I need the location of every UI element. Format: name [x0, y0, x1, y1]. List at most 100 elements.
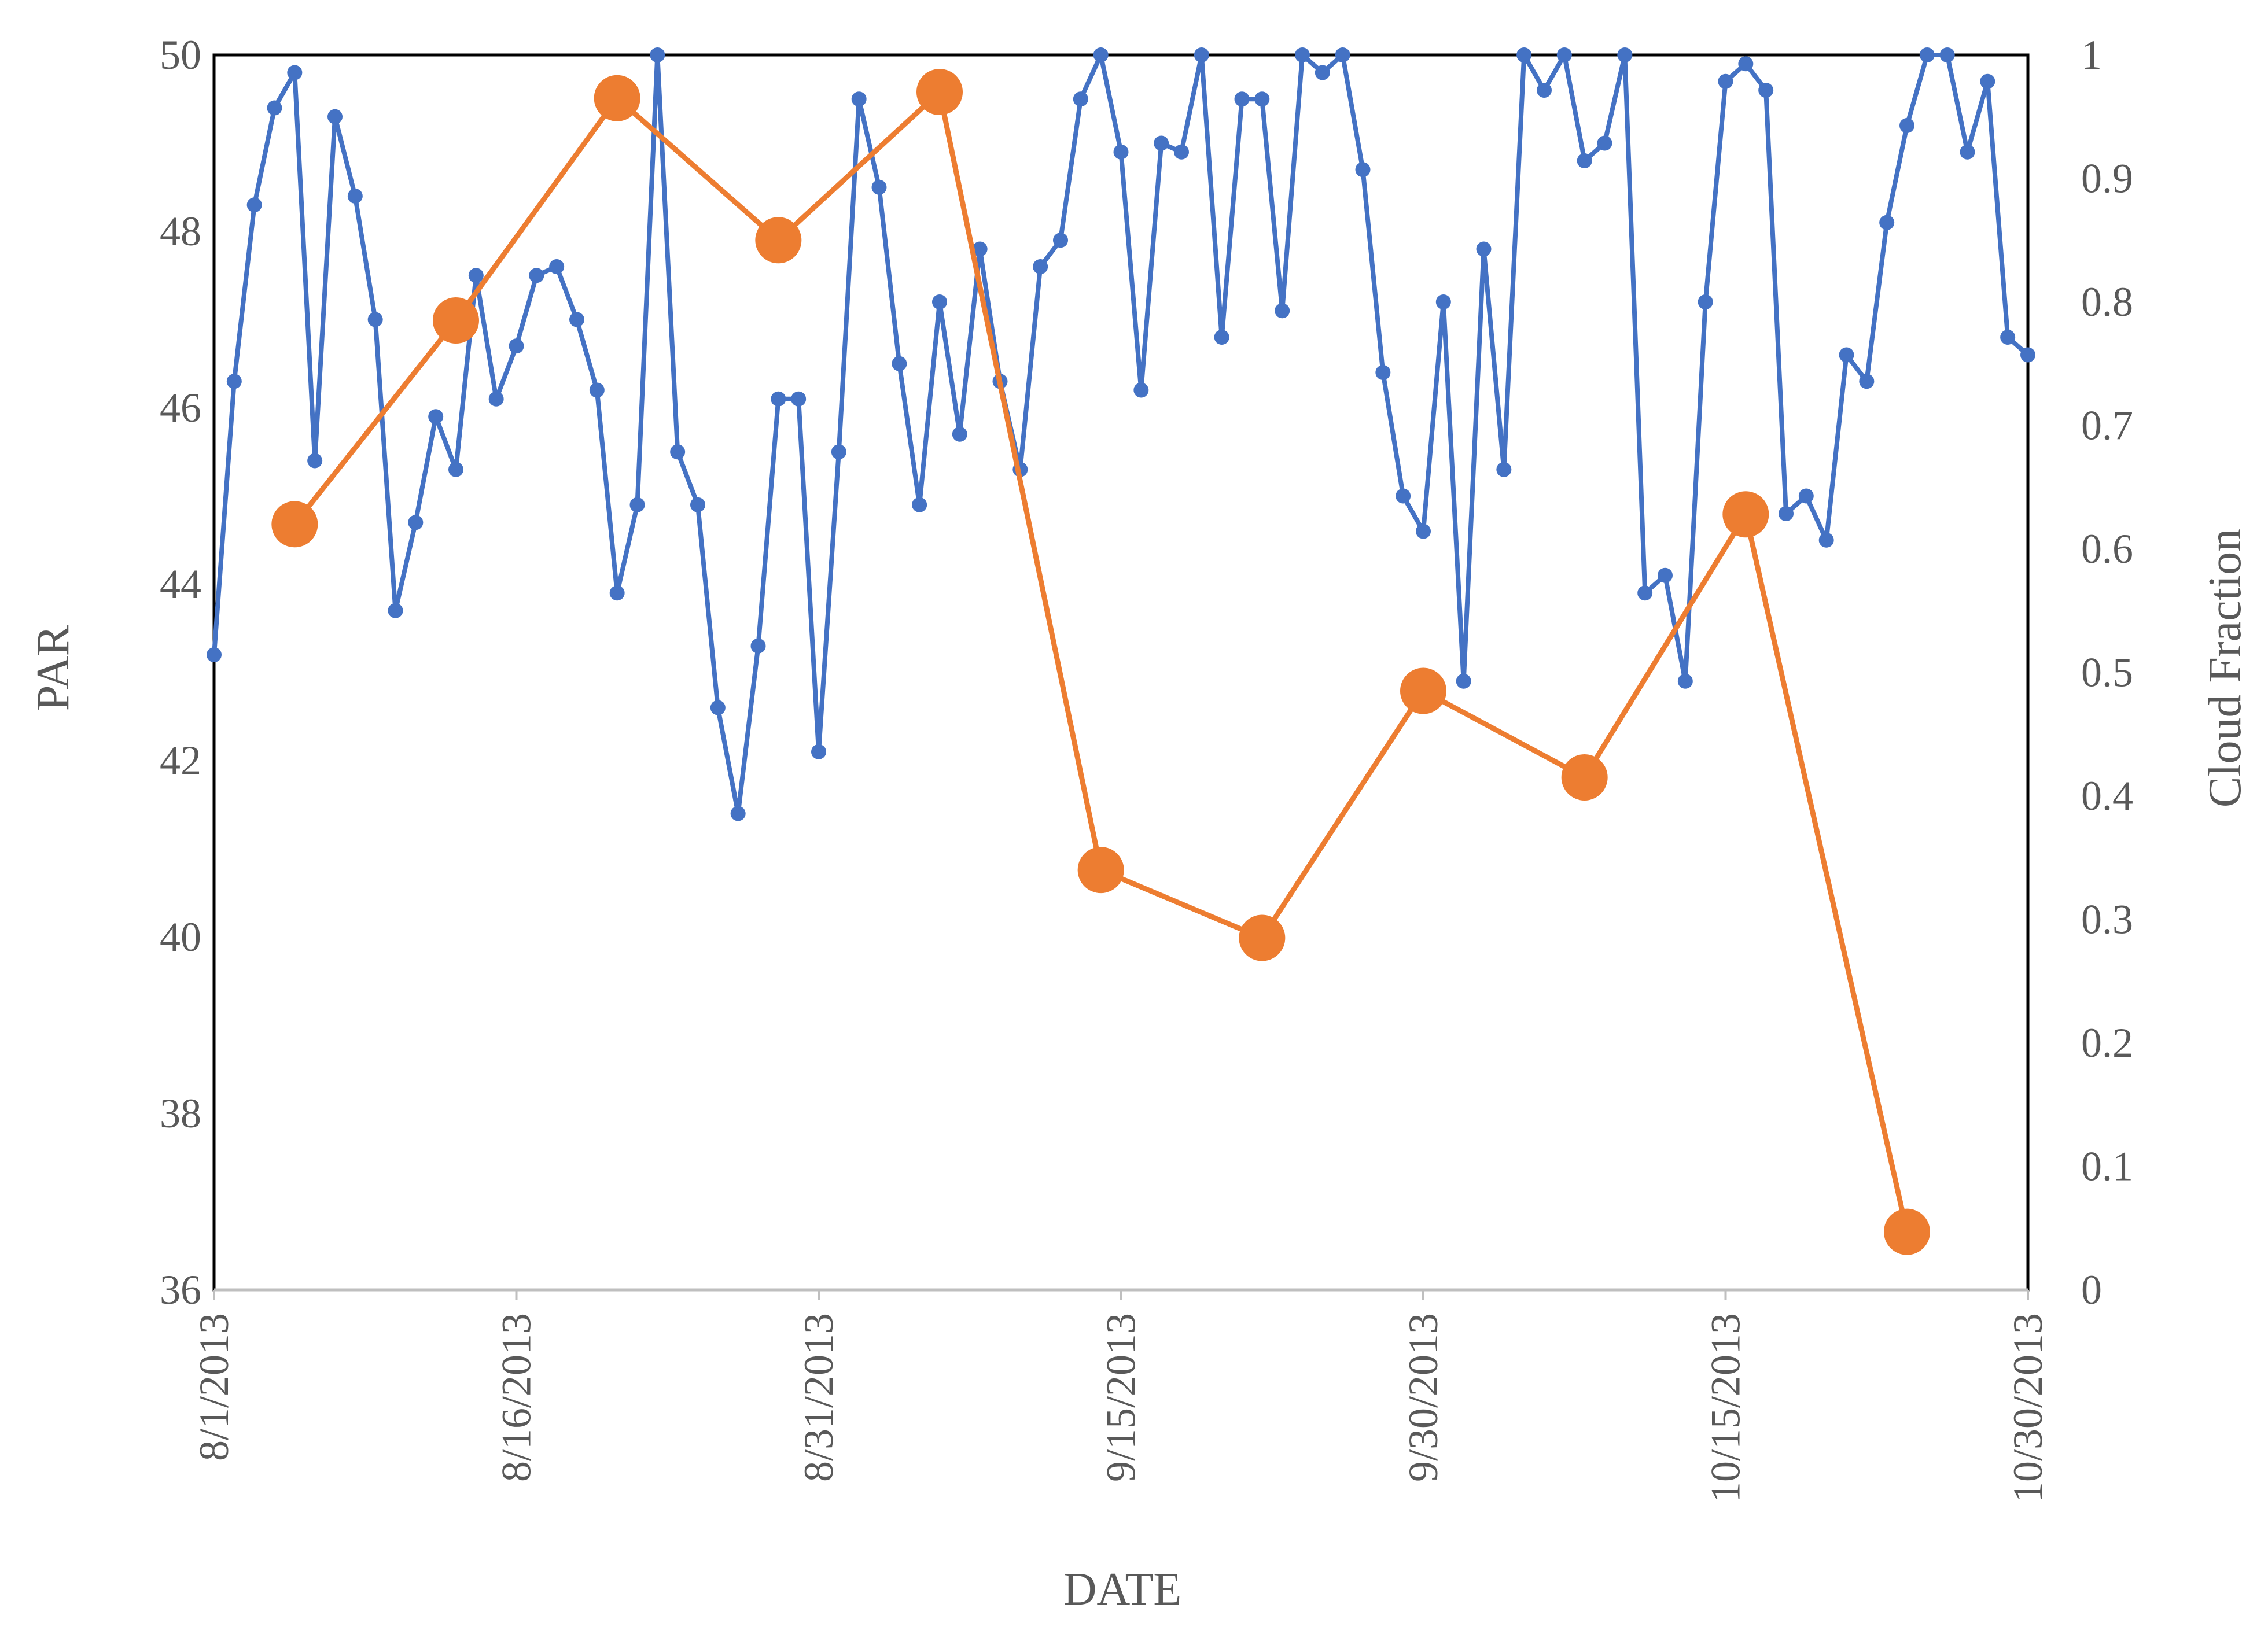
par-point	[488, 391, 504, 407]
par-point	[1355, 162, 1371, 178]
par-point	[367, 312, 383, 327]
par-point	[1154, 135, 1169, 151]
cloud-fraction-point	[1561, 754, 1608, 801]
par-point	[690, 497, 705, 512]
par-point	[670, 444, 686, 460]
par-point	[932, 294, 947, 309]
par-point	[509, 338, 524, 354]
cloud-fraction-line	[292, 89, 1910, 1233]
par-point	[1798, 488, 1814, 504]
right-tick-label: 0.3	[2081, 897, 2133, 943]
par-point	[307, 453, 323, 469]
par-point	[972, 241, 988, 257]
right-tick-label: 0.6	[2081, 526, 2133, 572]
par-point	[851, 91, 867, 107]
par-point	[1073, 91, 1088, 107]
right-tick-label: 0	[2081, 1267, 2102, 1313]
series-layer	[207, 47, 2035, 1255]
left-tick-label: 40	[160, 914, 201, 960]
left-tick-label: 50	[160, 32, 201, 78]
par-point	[1960, 144, 1975, 160]
right-tick-label: 0.7	[2081, 403, 2133, 449]
par-point	[1093, 47, 1109, 62]
par-point	[1718, 73, 1733, 89]
par-point	[1476, 241, 1492, 257]
par-point	[226, 374, 242, 389]
par-point	[710, 700, 726, 715]
x-tick-label: 10/15/2013	[1703, 1313, 1749, 1503]
par-point	[1879, 215, 1895, 230]
par-point	[468, 268, 484, 283]
left-tick-label: 42	[160, 737, 201, 784]
par-point	[1839, 347, 1854, 363]
par-point	[1597, 135, 1612, 151]
par-point	[912, 497, 927, 512]
par-point	[207, 647, 222, 662]
par-point	[1416, 523, 1431, 539]
par-point	[730, 806, 746, 821]
par-point	[1375, 365, 1391, 380]
par-point	[771, 391, 786, 407]
par-point	[1899, 118, 1914, 133]
par-point	[448, 462, 463, 477]
par-point	[569, 312, 584, 327]
par-point	[1214, 330, 1229, 345]
left-tick-label: 44	[160, 561, 201, 607]
par-point	[1738, 56, 1754, 72]
cloud-fraction-point	[433, 297, 479, 344]
right-tick-label: 0.5	[2081, 650, 2133, 696]
par-point	[1859, 374, 1875, 389]
par-point	[1174, 144, 1189, 160]
par-point	[529, 268, 544, 283]
par-point	[871, 179, 887, 195]
par-point	[1335, 47, 1350, 62]
par-point	[811, 744, 826, 759]
par-point	[1577, 153, 1592, 168]
right-tick-label: 0.9	[2081, 156, 2133, 202]
par-point	[1658, 567, 1673, 583]
cloud-fraction-point	[755, 217, 802, 264]
par-point	[388, 603, 403, 618]
right-tick-label: 1	[2081, 32, 2102, 78]
par-point	[1758, 83, 1774, 98]
left-tick-label: 38	[160, 1090, 201, 1137]
par-point	[428, 409, 444, 425]
par-point	[1496, 462, 1512, 477]
par-point	[267, 100, 282, 116]
plot-border	[212, 53, 2030, 1292]
x-axis-title: DATE	[1063, 1564, 1181, 1615]
par-point	[287, 65, 303, 80]
par-point	[1516, 47, 1532, 62]
par-point	[1295, 47, 1310, 62]
left-tick-label: 48	[160, 208, 201, 255]
par-point	[892, 356, 907, 371]
par-point	[1315, 65, 1330, 80]
par-point	[347, 189, 363, 204]
par-point	[2000, 330, 2016, 345]
par-point	[246, 197, 262, 213]
right-axis-title: Cloud Fraction	[2200, 529, 2251, 807]
cloud-fraction-point	[594, 75, 640, 121]
par-point	[1033, 259, 1048, 274]
cloud-fraction-point	[1400, 667, 1446, 714]
x-tick-label: 8/1/2013	[191, 1313, 237, 1461]
par-point	[1939, 47, 1955, 62]
par-point	[1396, 488, 1411, 504]
par-point	[1698, 294, 1713, 309]
par-point	[327, 109, 343, 124]
par-point	[1556, 47, 1572, 62]
left-axis-title: PAR	[28, 625, 79, 711]
par-point	[1537, 83, 1552, 98]
right-axis-ticks: 0 0.1 0.2 0.3 0.4 0.5 0.6 0.7 0.8 0.9 1	[2081, 32, 2133, 1313]
par-point	[549, 259, 565, 274]
right-tick-label: 0.8	[2081, 279, 2133, 325]
par-point	[1133, 382, 1149, 398]
cloud-fraction-point	[1239, 914, 1286, 961]
par-line	[212, 53, 2030, 816]
par-point	[1779, 506, 1794, 521]
par-point	[1818, 532, 1834, 548]
par-point	[1677, 673, 1693, 689]
right-tick-label: 0.4	[2081, 773, 2133, 819]
par-point	[1275, 303, 1290, 319]
par-point	[750, 638, 766, 654]
